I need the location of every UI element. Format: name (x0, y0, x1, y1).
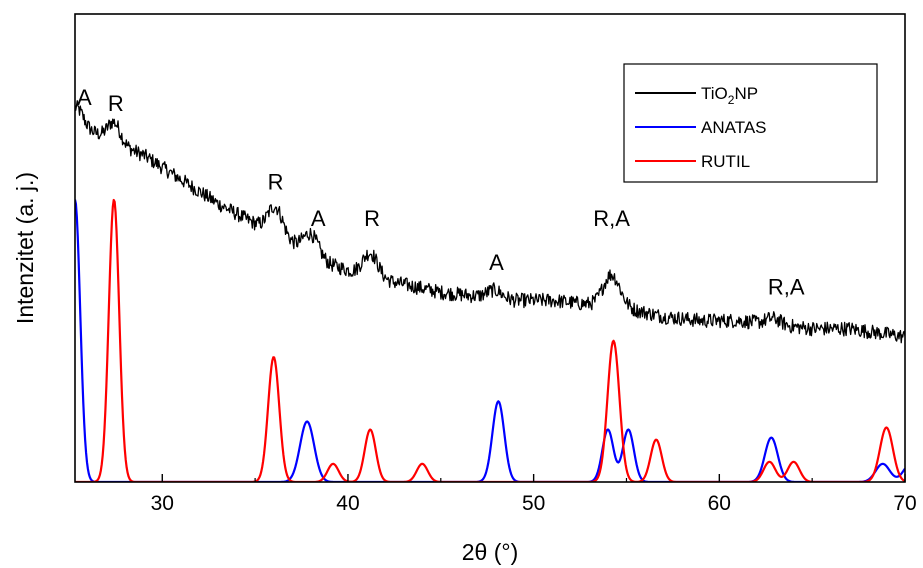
x-tick-label: 60 (708, 492, 731, 515)
legend: TiO2NP ANATAS RUTIL (623, 63, 878, 183)
x-tick-label: 70 (893, 492, 916, 515)
legend-label: ANATAS (701, 118, 767, 137)
peak-label: R (268, 170, 284, 195)
x-axis-title: 2θ (°) (462, 539, 519, 565)
x-tick-label: 40 (336, 492, 359, 515)
legend-box (623, 63, 878, 183)
x-tick-label: 50 (522, 492, 545, 515)
peak-label: A (311, 206, 326, 231)
y-axis-title: Intenzitet (a. j.) (12, 172, 38, 324)
peak-label: R,A (768, 274, 805, 299)
peak-label: R (108, 91, 124, 116)
legend-label: TiO2NP (701, 84, 758, 107)
series-layer (75, 100, 905, 482)
plot-frame (74, 13, 906, 483)
series-line-anatas (75, 199, 905, 482)
axes: 30 40 50 60 70 (74, 13, 917, 515)
series-line-tio2np (75, 100, 905, 344)
legend-label: RUTIL (701, 152, 750, 171)
peak-annotations: A RRA RAR,AR,A (77, 85, 805, 300)
peak-label: R (364, 206, 380, 231)
peak-label: A (489, 250, 504, 275)
peak-label: A (77, 85, 92, 110)
x-tick-label: 30 (151, 492, 174, 515)
series-line-rutil (75, 198, 905, 482)
peak-label: R,A (593, 206, 630, 231)
